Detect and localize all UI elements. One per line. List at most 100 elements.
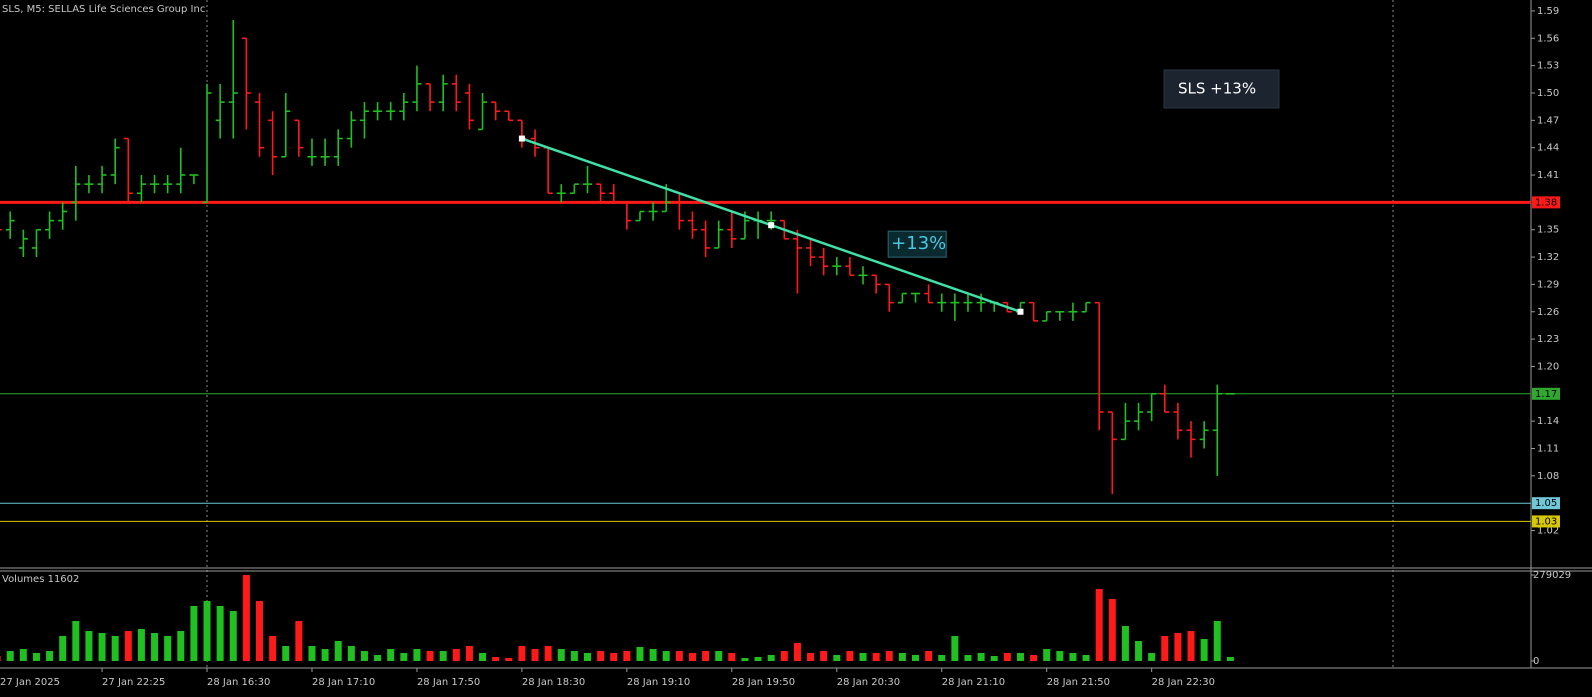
ohlc-bar [189,174,199,185]
volume-bar [124,630,132,661]
ohlc-bar [1107,411,1117,495]
volume-bar [308,645,316,661]
ohlc-bar [202,83,212,204]
ohlc-bar [871,274,881,294]
x-tick-label: 28 Jan 19:50 [732,677,795,688]
ohlc-bar [556,184,566,203]
ohlc-bar [884,283,894,312]
volume-bar [334,640,342,661]
ohlc-bar [924,284,934,304]
ohlc-bar [464,83,474,130]
volume-label: Volumes 11602 [2,574,79,585]
y-tick-label: 1.14 [1537,416,1559,427]
ohlc-bar [1029,301,1039,322]
volume-bar [662,651,670,661]
volume-bar [347,645,355,661]
volume-bar [1135,640,1143,661]
trendline-label-box [887,230,947,258]
volume-bar [1082,654,1090,661]
x-tick-label: 28 Jan 18:30 [522,677,585,688]
info-box-text: SLS +13% [1178,80,1256,98]
trendline-label: +13% [891,233,946,254]
volume-bar [767,654,775,661]
ohlc-bar [359,102,369,139]
ohlc-bar [412,65,422,112]
volume-bar [505,658,513,661]
volume-bar [229,610,237,661]
ohlc-bar [110,138,120,185]
ohlc-bar [176,147,186,194]
volume-bar [400,652,408,661]
x-tick-label: 28 Jan 21:10 [942,677,1005,688]
ohlc-bar [714,220,724,249]
volume-bar [741,658,749,661]
ohlc-bar [58,202,68,230]
volume-bar [1213,620,1221,661]
ohlc-bar [622,201,632,230]
ohlc-bar [648,202,658,221]
volume-bar [203,600,211,661]
volume-bar [990,656,998,661]
ohlc-bar [950,293,960,321]
ohlc-bar [399,92,409,121]
volume-bar [269,636,277,661]
x-tick-label: 27 Jan 2025 [0,677,60,688]
price-level-badge [1532,515,1560,528]
ohlc-bar [18,229,28,258]
x-tick-label: 28 Jan 17:10 [312,677,375,688]
ohlc-bar [963,293,973,312]
ohlc-bar [333,129,343,166]
volume-bar [584,652,591,661]
ohlc-bar [792,229,802,294]
y-tick-label: 1.41 [1537,170,1559,181]
volume-bar [6,651,14,661]
ohlc-bar [1068,302,1078,321]
volume-bar [452,649,460,661]
volume-bar [295,620,303,661]
ohlc-bar [1081,301,1091,313]
y-tick-label: 1.32 [1537,252,1559,263]
ohlc-bar [268,111,278,176]
ohlc-bar [845,257,855,277]
volume-bar [898,652,906,661]
volume-bar [1016,652,1024,661]
ohlc-bar [438,74,448,112]
y-tick-label: 1.50 [1537,88,1559,99]
ohlc-bar [504,110,514,122]
volume-bar [597,651,605,661]
volume-bar [426,651,434,661]
ohlc-bar [150,175,160,194]
ohlc-bar [123,137,133,203]
y-tick-label: 1.29 [1537,279,1559,290]
ohlc-bar [97,165,107,194]
volume-bar [1121,625,1129,661]
ohlc-bar [386,102,396,121]
volume-bar [649,649,657,661]
volume-bar [1056,651,1064,661]
ohlc-bar [687,211,697,239]
info-box [1163,69,1280,109]
volume-bar [675,651,683,661]
ohlc-bar [45,211,55,239]
ohlc-bar [897,292,907,304]
volume-bar [256,600,263,661]
volume-bar [912,654,919,661]
trendline-handle [518,135,525,142]
volume-bar [1069,652,1077,661]
ohlc-bar [307,138,317,166]
volume-bar [1043,649,1051,661]
ohlc-bar [1042,310,1052,322]
ohlc-bar [727,211,737,248]
volume-bar [216,605,224,661]
ohlc-bar [674,193,684,230]
ohlc-bar [832,257,842,276]
volume-bar [531,649,539,661]
price-level-label: 1.05 [1535,498,1557,509]
ohlc-bar [373,102,383,121]
volume-bar [111,636,119,661]
volume-bar [793,643,801,661]
ohlc-bar [911,292,920,303]
ohlc-bar [451,74,461,112]
ohlc-bar [320,138,330,166]
y-tick-label: 1.08 [1537,471,1559,482]
